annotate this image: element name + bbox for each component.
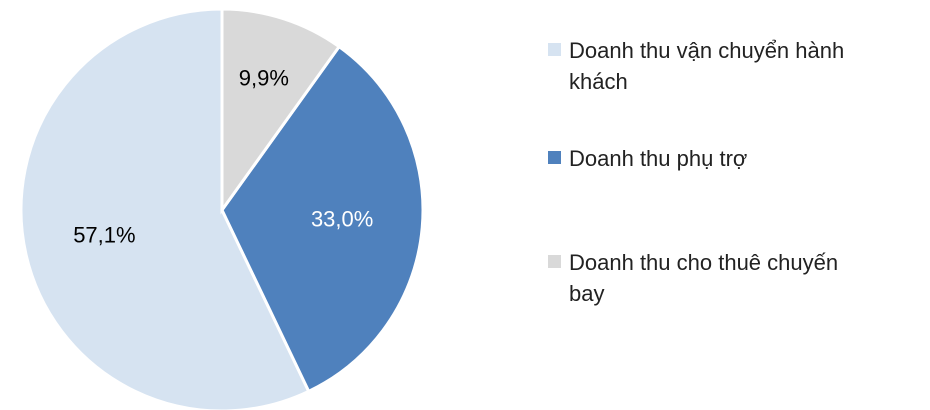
data-label: 57,1% — [73, 222, 135, 247]
pie-slice — [19, 7, 311, 410]
legend-label: Doanh thu phụ trợ — [569, 146, 748, 171]
legend-swatch — [548, 43, 561, 56]
legend-swatch — [548, 151, 561, 164]
legend-label: Doanh thu vận chuyển hành khách — [569, 38, 845, 94]
legend-item: Doanh thu vận chuyển hành khách — [548, 35, 868, 97]
legend-label: Doanh thu cho thuê chuyến bay — [569, 250, 839, 306]
pie-slice — [220, 44, 425, 394]
legend-item: Doanh thu phụ trợ — [548, 143, 868, 174]
legend-item: Doanh thu cho thuê chuyến bay — [548, 247, 868, 309]
pie-slice — [220, 7, 342, 215]
data-label: 9,9% — [239, 66, 289, 91]
legend-swatch — [548, 255, 561, 268]
data-label: 33,0% — [311, 206, 373, 231]
